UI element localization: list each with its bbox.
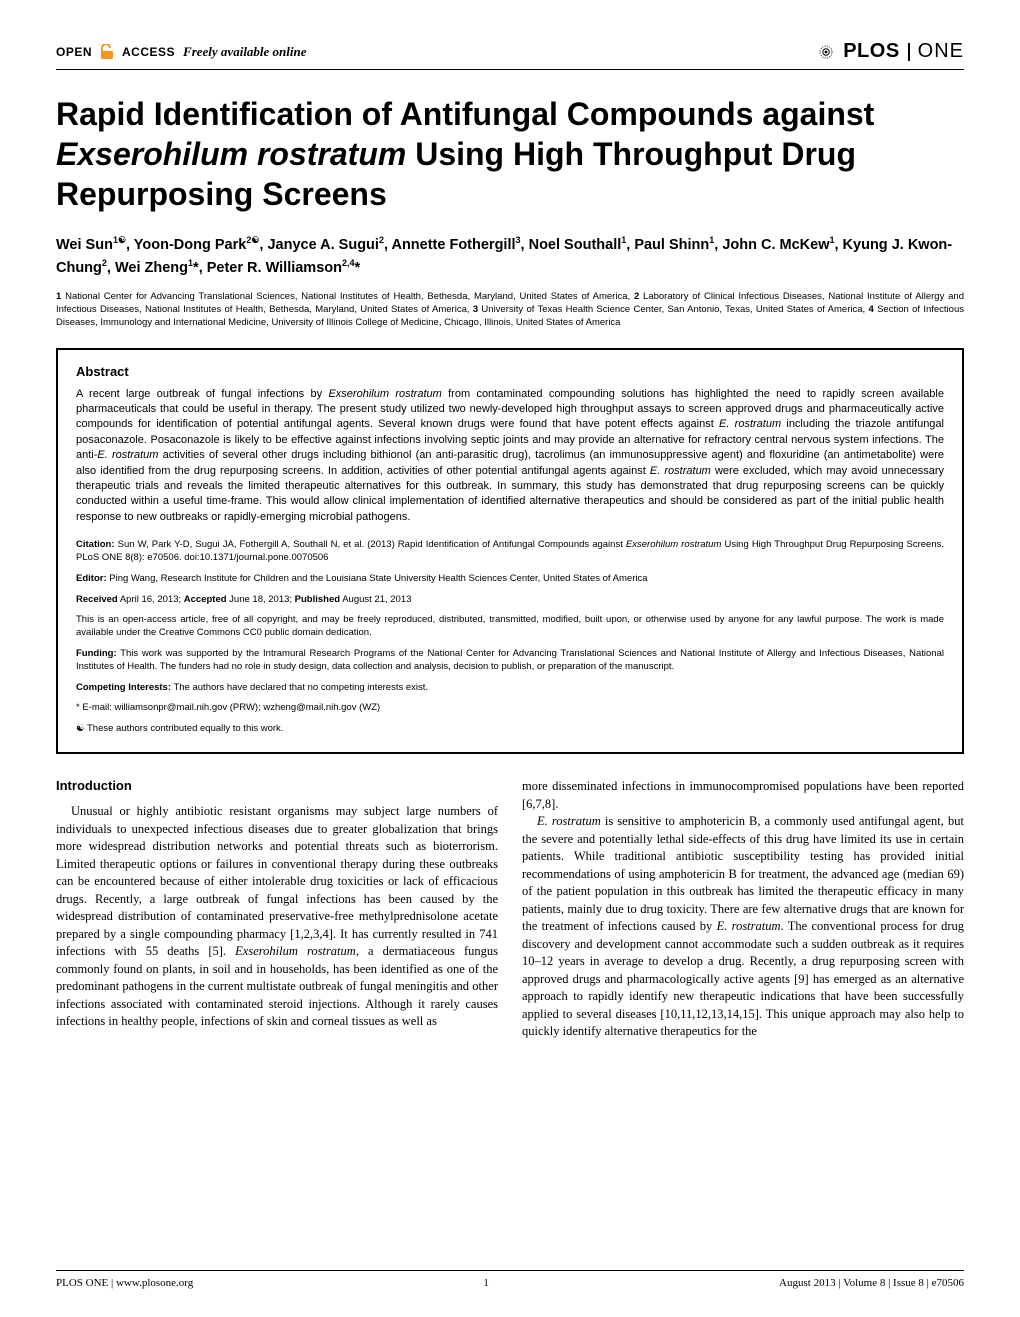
equal-contrib-block: ☯ These authors contributed equally to t…	[76, 723, 944, 736]
body-columns: Introduction Unusual or highly antibioti…	[56, 778, 964, 1041]
title-italic: Exserohilum rostratum	[56, 136, 406, 172]
email-block: * E-mail: williamsonpr@mail.nih.gov (PRW…	[76, 702, 944, 715]
left-column: Introduction Unusual or highly antibioti…	[56, 778, 498, 1041]
abstract-heading: Abstract	[76, 364, 944, 379]
page: OPEN ACCESS Freely available online PLOS…	[0, 0, 1020, 1317]
open-access-badge: OPEN ACCESS Freely available online	[56, 44, 307, 60]
open-lock-icon	[100, 44, 114, 60]
citation-block: Citation: Sun W, Park Y-D, Sugui JA, Fot…	[76, 539, 944, 565]
plos-one-wordmark: ONE	[918, 40, 964, 63]
logo-divider	[908, 43, 910, 61]
affiliations: 1 National Center for Advancing Translat…	[56, 291, 964, 329]
plos-wordmark: PLOS	[843, 40, 899, 63]
editor-block: Editor: Ping Wang, Research Institute fo…	[76, 573, 944, 586]
intro-left-text: Unusual or highly antibiotic resistant o…	[56, 803, 498, 1031]
plos-logo: PLOS ONE	[815, 40, 964, 63]
funding-block: Funding: This work was supported by the …	[76, 648, 944, 674]
article-title: Rapid Identification of Antifungal Compo…	[56, 94, 964, 214]
copyright-block: This is an open-access article, free of …	[76, 614, 944, 640]
oa-freely-label: Freely available online	[183, 44, 306, 60]
footer-left: PLOS ONE | www.plosone.org	[56, 1277, 193, 1289]
author-list: Wei Sun1☯, Yoon-Dong Park2☯, Janyce A. S…	[56, 234, 964, 279]
oa-open-label: OPEN	[56, 45, 92, 59]
abstract-text: A recent large outbreak of fungal infect…	[76, 387, 944, 526]
footer-page-number: 1	[483, 1277, 489, 1289]
abstract-box: Abstract A recent large outbreak of fung…	[56, 348, 964, 754]
page-footer: PLOS ONE | www.plosone.org 1 August 2013…	[56, 1270, 964, 1289]
title-line3: Repurposing Screens	[56, 176, 387, 212]
title-line2-rest: Using High Throughput Drug	[406, 136, 856, 172]
intro-right-text: more disseminated infections in immunoco…	[522, 778, 964, 1041]
plos-circle-icon	[815, 41, 837, 63]
header-bar: OPEN ACCESS Freely available online PLOS…	[56, 40, 964, 70]
competing-interests-block: Competing Interests: The authors have de…	[76, 682, 944, 695]
dates-block: Received April 16, 2013; Accepted June 1…	[76, 594, 944, 607]
footer-right: August 2013 | Volume 8 | Issue 8 | e7050…	[779, 1277, 964, 1289]
title-line1: Rapid Identification of Antifungal Compo…	[56, 96, 874, 132]
introduction-heading: Introduction	[56, 778, 498, 793]
oa-access-label: ACCESS	[122, 45, 175, 59]
right-column: more disseminated infections in immunoco…	[522, 778, 964, 1041]
